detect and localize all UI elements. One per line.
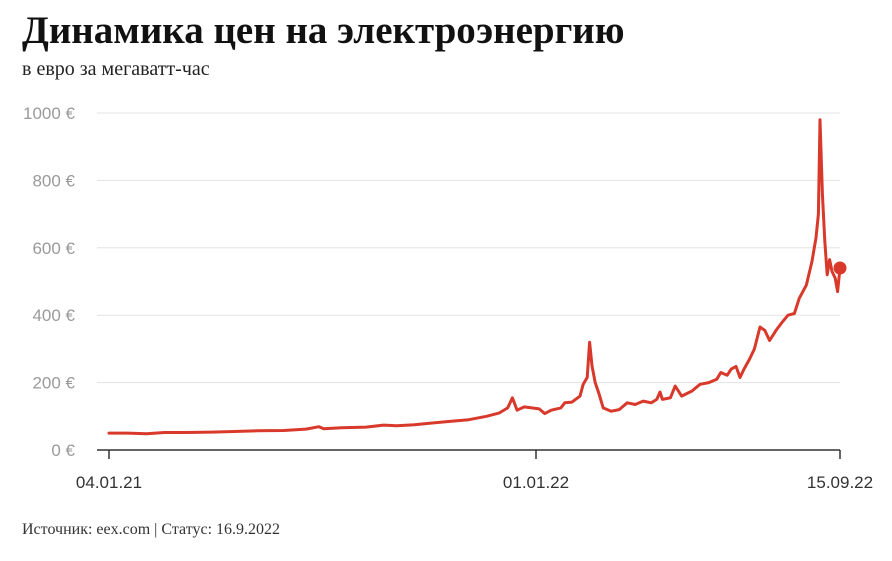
x-tick-label-0: 04.01.21 [76, 473, 142, 492]
x-tick-label-1: 01.01.22 [503, 473, 569, 492]
end-point-marker [833, 261, 847, 275]
chart-subtitle: в евро за мегаватт-час [22, 58, 210, 80]
y-tick-label-1000: 1000 € [23, 104, 76, 123]
y-tick-label-0: 0 € [51, 441, 75, 460]
y-tick-label-600: 600 € [32, 239, 75, 258]
x-tick-label-2: 15.09.22 [807, 473, 873, 492]
x-axis: 04.01.21 01.01.22 15.09.22 [76, 449, 873, 492]
price-series-line [107, 118, 842, 436]
y-axis-ticks: 0 € 200 € 400 € 600 € 800 € 1000 € [23, 104, 76, 460]
y-tick-label-400: 400 € [32, 306, 75, 325]
y-tick-label-800: 800 € [32, 171, 75, 190]
chart-title: Динамика цен на электроэнергию [22, 9, 625, 52]
source-note: Источник: eex.com | Статус: 16.9.2022 [22, 521, 281, 538]
series-layer [107, 118, 847, 436]
y-tick-label-200: 200 € [32, 374, 75, 393]
grid-lines [97, 112, 840, 384]
